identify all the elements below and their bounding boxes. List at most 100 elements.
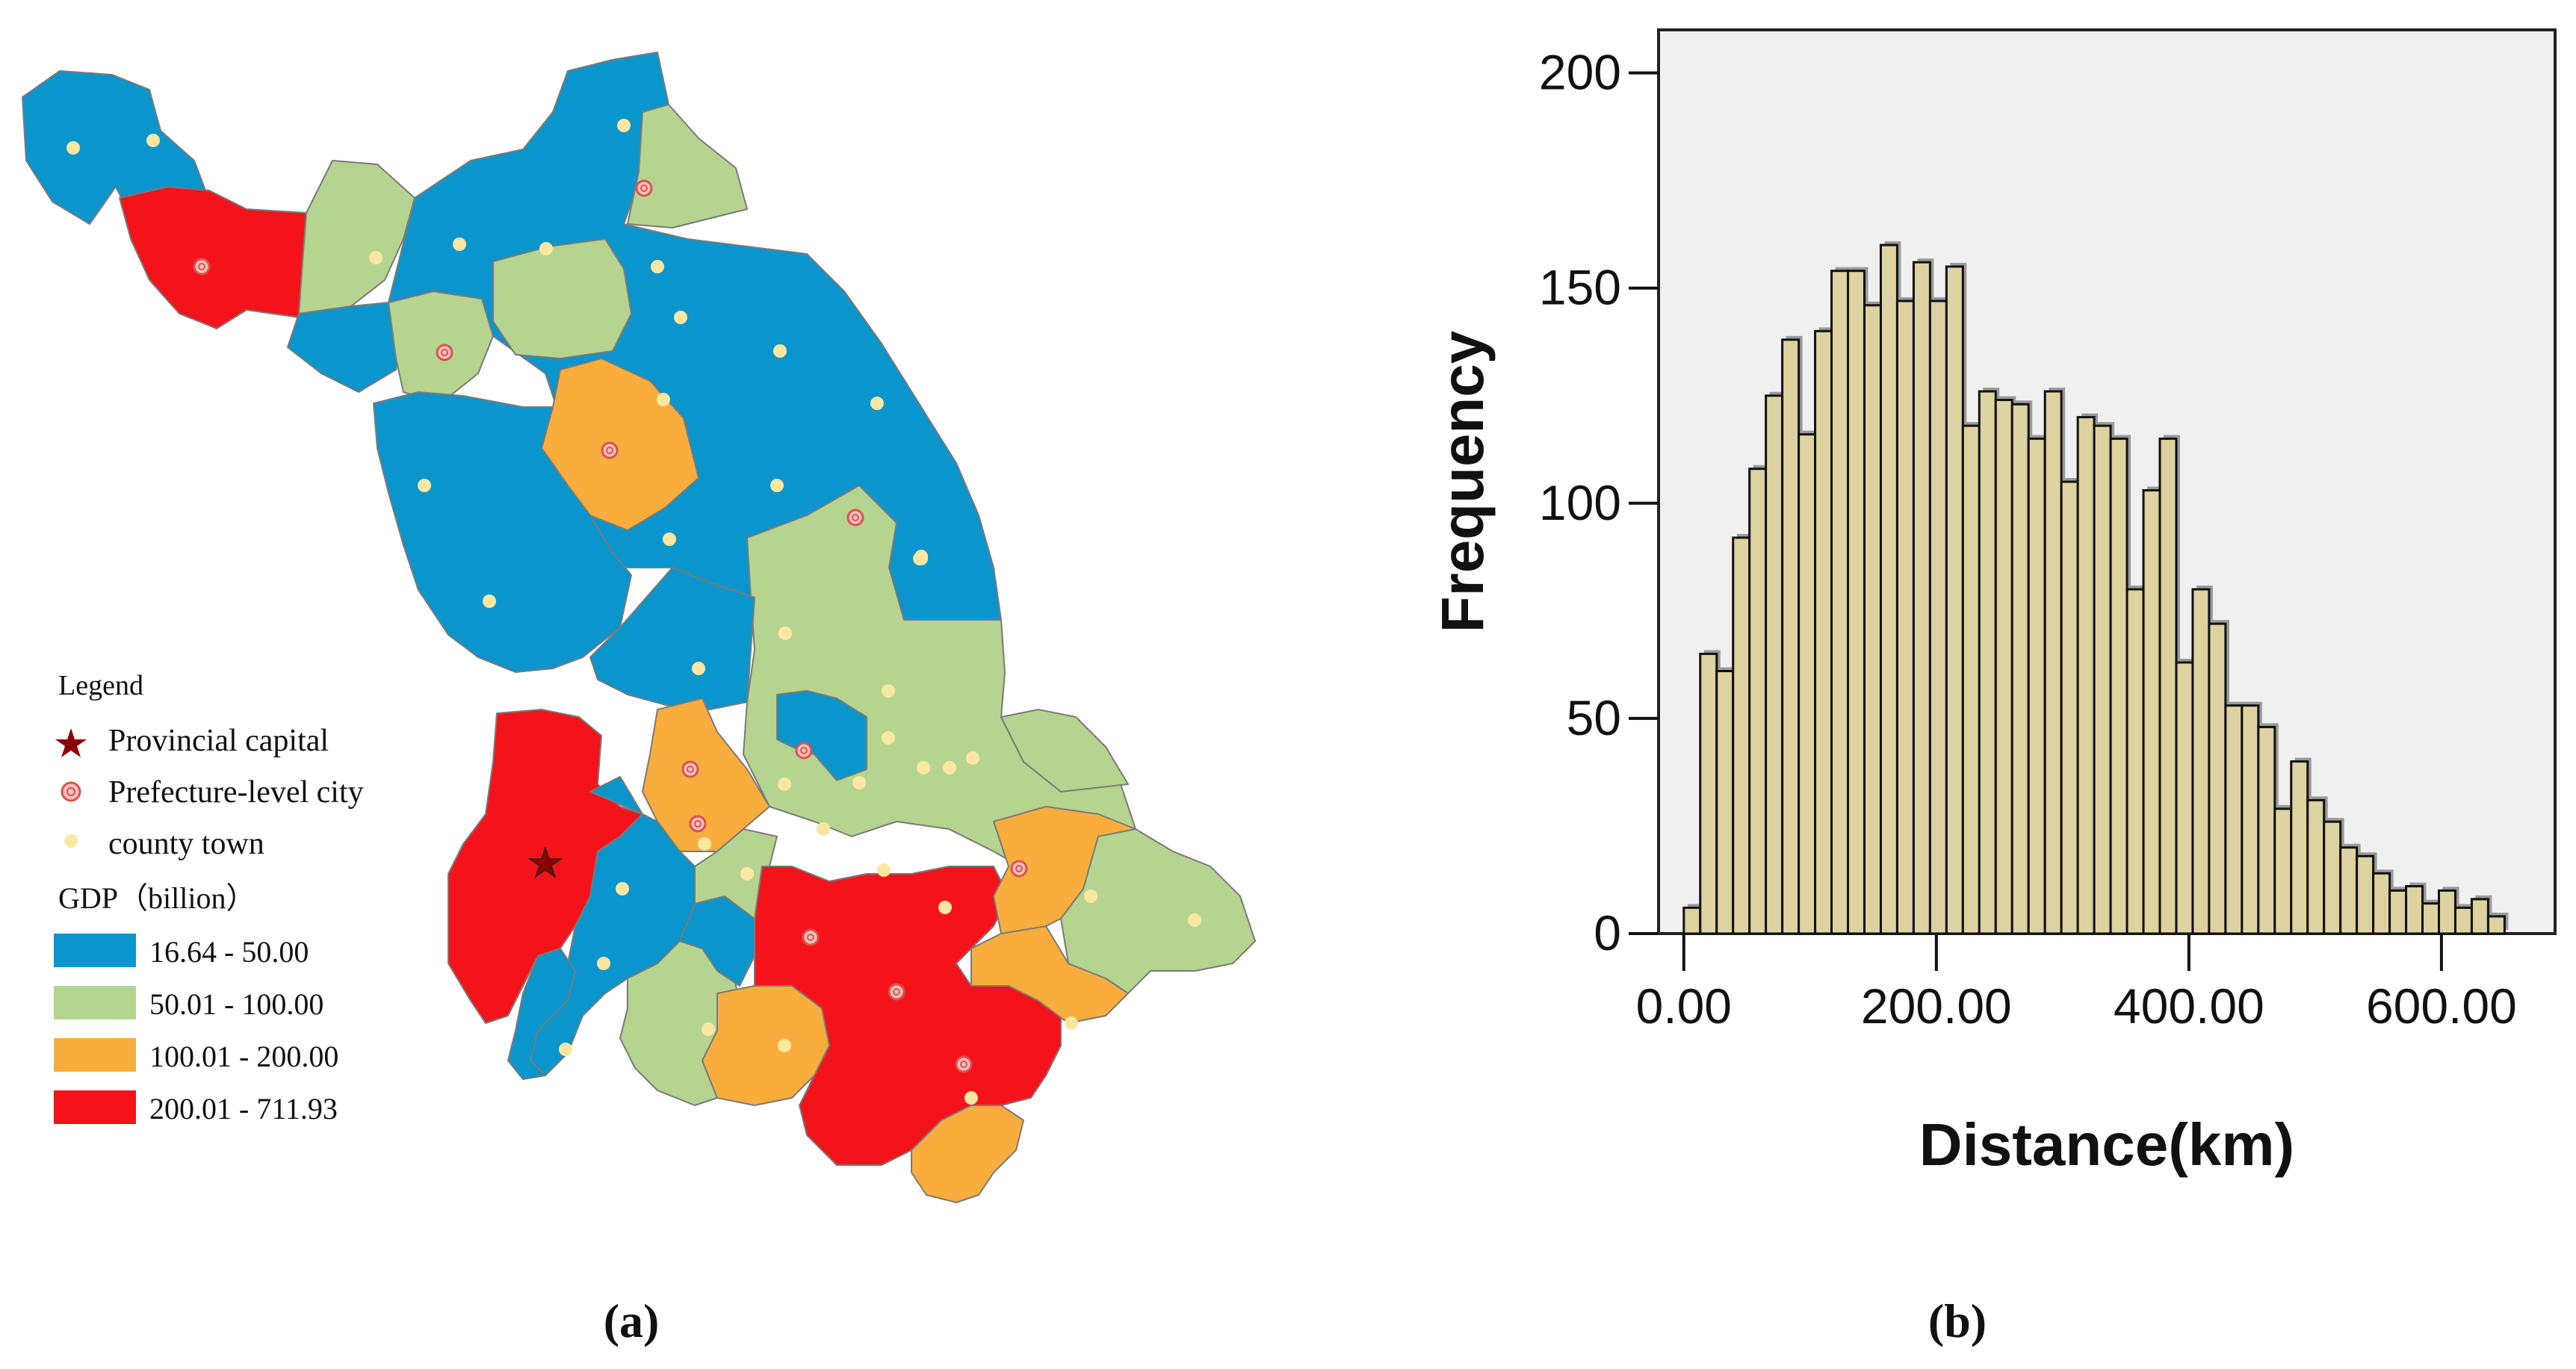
prefecture-city-marker xyxy=(1010,860,1028,878)
prefecture-city-marker-inner xyxy=(800,747,808,754)
legend-class-1-label: 16.64 - 50.00 xyxy=(149,935,309,969)
prefecture-city-marker-inner xyxy=(960,1061,967,1068)
histogram-bar xyxy=(2125,588,2145,935)
county-town-dot xyxy=(740,867,754,881)
county-town-dot xyxy=(778,777,791,791)
county-town-dot xyxy=(870,397,884,410)
county-town-dot xyxy=(773,344,787,358)
prefecture-city-marker xyxy=(795,742,813,760)
county-town-dot xyxy=(698,837,711,851)
legend-provincial-capital-label: Provincial capital xyxy=(108,724,329,758)
region-blue-center-patch xyxy=(776,690,867,781)
county-town-dot xyxy=(692,662,705,675)
panel-b-label: (b) xyxy=(1928,1294,1987,1347)
prefecture-city-marker xyxy=(802,928,820,946)
legend-title: Legend xyxy=(58,670,143,701)
region-blue-lower-left xyxy=(507,948,576,1080)
county-town-dot xyxy=(852,776,866,789)
county-town-dot xyxy=(877,863,891,877)
prefecture-city-marker-inner xyxy=(893,988,900,996)
histogram-bar xyxy=(2043,390,2063,935)
legend-prefecture-city-label: Prefecture-level city xyxy=(108,775,364,810)
histogram-bar xyxy=(1912,261,1931,935)
prefecture-city-marker xyxy=(955,1055,973,1073)
histogram-bar xyxy=(1895,299,1915,935)
county-town-dot xyxy=(1084,890,1097,903)
legend-class-4-label: 200.01 - 711.93 xyxy=(149,1092,338,1126)
y-tick-label: 50 xyxy=(1567,690,1621,745)
histogram-bar xyxy=(2241,704,2260,935)
prefecture-city-marker-inner xyxy=(694,820,702,828)
county-town-dot xyxy=(453,238,466,251)
histogram-bar xyxy=(2076,416,2096,935)
county-town-dot xyxy=(966,751,979,765)
histogram-bar xyxy=(1682,906,1702,935)
histogram-bar xyxy=(2273,807,2293,935)
county-town-dot xyxy=(938,901,952,914)
histogram-bar xyxy=(2339,846,2359,935)
y-tick-label: 200 xyxy=(1539,45,1621,100)
histogram-bar xyxy=(2027,437,2046,935)
x-tick-label: 400.00 xyxy=(2114,978,2264,1034)
histogram-bar xyxy=(1814,329,1833,935)
x-axis-label: Distance(km) xyxy=(1919,1111,2294,1178)
county-town-dot xyxy=(778,1039,791,1052)
histogram-bar xyxy=(1879,243,1898,935)
region-blue-lower-mid xyxy=(589,567,755,710)
county-town-dot xyxy=(66,141,80,155)
prefecture-cities xyxy=(193,179,1028,1073)
histogram-bar xyxy=(1748,468,1768,935)
county-town-dot xyxy=(914,552,928,565)
histogram-bar xyxy=(2142,489,2161,935)
star-icon xyxy=(527,845,563,878)
county-town-dot xyxy=(702,1022,715,1036)
histogram-bar xyxy=(2224,704,2244,935)
county-town-dot xyxy=(1188,913,1201,927)
county-town-dot xyxy=(597,957,610,970)
double-circle-icon xyxy=(61,781,81,802)
histogram-bar xyxy=(1978,390,1997,935)
histogram-bar xyxy=(1732,536,1751,935)
histogram-bar xyxy=(2290,760,2309,935)
region-blue-west xyxy=(287,302,404,393)
county-town-dot xyxy=(663,533,676,546)
histogram-bars xyxy=(1682,241,2509,935)
y-tick-label: 0 xyxy=(1594,905,1621,960)
legend-swatch-class-3 xyxy=(54,1038,136,1072)
prefecture-city-marker-inner xyxy=(606,447,613,454)
histogram-bar xyxy=(2208,622,2227,935)
histogram-bar xyxy=(1715,670,1735,935)
histogram-bar xyxy=(2421,902,2441,935)
histogram-bar xyxy=(2438,889,2456,935)
histogram-bar xyxy=(2356,854,2375,935)
prefecture-city-marker-inner xyxy=(1015,865,1023,872)
histogram-bar xyxy=(2158,437,2178,935)
county-town-dot xyxy=(770,479,784,492)
panel-a-label: (a) xyxy=(604,1294,660,1347)
histogram-bar xyxy=(2323,820,2342,935)
county-town-dot xyxy=(882,731,895,745)
county-town-dot xyxy=(882,684,895,698)
prefecture-city-marker-inner xyxy=(807,934,814,941)
map-legend: Legend Provincial capital Prefecture-lev… xyxy=(54,670,364,1126)
county-town-dot xyxy=(943,761,956,774)
county-town-dot xyxy=(965,1091,978,1105)
histogram-bar xyxy=(1928,299,1948,935)
legend-class-2-label: 50.01 - 100.00 xyxy=(149,987,323,1021)
region-green-north-small xyxy=(627,104,748,229)
region-green-far-east xyxy=(1060,828,1256,994)
histogram-bar xyxy=(2191,588,2211,935)
x-tick-label: 0.00 xyxy=(1636,978,1732,1034)
histogram-bar xyxy=(2470,898,2489,935)
county-town-dot xyxy=(617,119,631,132)
map-panel: Legend Provincial capital Prefecture-lev… xyxy=(22,52,1256,1347)
histogram-bar xyxy=(1830,270,1850,935)
prefecture-city-marker xyxy=(689,815,707,833)
y-tick-label: 100 xyxy=(1539,475,1621,530)
county-town-dot xyxy=(616,882,629,895)
county-town-dot xyxy=(369,251,383,264)
legend-swatch-class-2 xyxy=(54,986,136,1019)
histogram-bar xyxy=(2175,661,2194,935)
star-icon xyxy=(55,728,87,757)
